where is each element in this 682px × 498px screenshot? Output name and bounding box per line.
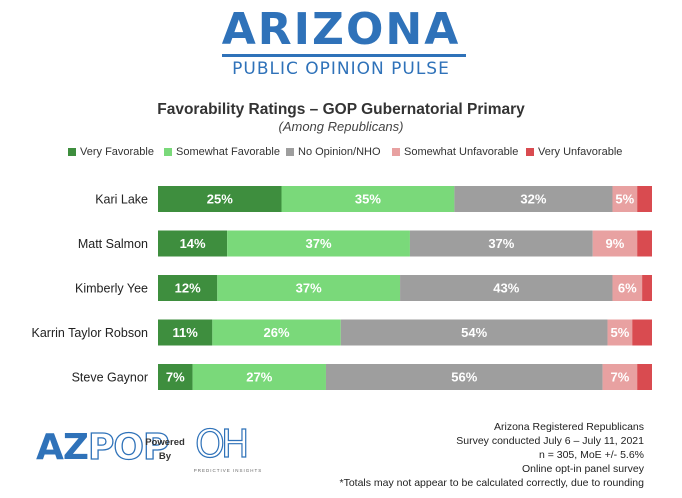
- data-label-no-opinion-nho-steve-gaynor: 56%: [451, 370, 477, 385]
- note-line: *Totals may not appear to be calculated …: [339, 477, 645, 489]
- legend-swatch-somewhat-favorable: [164, 148, 172, 156]
- oh-predictive-insights-logo: OH: [194, 422, 250, 466]
- bar-somewhat-unfavorable-karrin-taylor-robson: [607, 319, 633, 346]
- bar-somewhat-favorable-matt-salmon: [227, 230, 410, 257]
- bar-very-favorable-steve-gaynor: [158, 364, 193, 390]
- brand-subtitle: PUBLIC OPINION PULSE: [232, 59, 450, 79]
- legend-item-very-unfavorable: Very Unfavorable: [526, 146, 622, 158]
- legend-swatch-very-favorable: [68, 148, 76, 156]
- note-line: Arizona Registered Republicans: [494, 421, 644, 433]
- category-label-steve-gaynor: Steve Gaynor: [72, 371, 148, 385]
- legend-label: Somewhat Favorable: [176, 146, 280, 158]
- category-label-kimberly-yee: Kimberly Yee: [75, 282, 148, 296]
- data-label-somewhat-favorable-karrin-taylor-robson: 26%: [264, 325, 290, 340]
- data-label-very-favorable-kari-lake: 25%: [207, 192, 233, 207]
- bar-somewhat-unfavorable-kari-lake: [612, 186, 638, 212]
- data-label-somewhat-favorable-kimberly-yee: 37%: [296, 281, 322, 296]
- bar-very-favorable-kari-lake: [158, 186, 282, 212]
- note-line: Survey conducted July 6 – July 11, 2021: [456, 435, 644, 447]
- data-label-very-favorable-kimberly-yee: 12%: [175, 281, 201, 296]
- data-label-somewhat-favorable-steve-gaynor: 27%: [246, 370, 272, 385]
- category-label-kari-lake: Kari Lake: [95, 193, 148, 207]
- legend-label: No Opinion/NHO: [298, 146, 381, 158]
- bar-very-unfavorable-kimberly-yee: [642, 275, 652, 301]
- bar-very-unfavorable-steve-gaynor: [637, 364, 652, 390]
- azpop-logo: AZPOP: [36, 426, 170, 468]
- category-label-matt-salmon: Matt Salmon: [78, 237, 148, 251]
- bar-very-unfavorable-matt-salmon: [637, 230, 652, 257]
- bar-very-favorable-karrin-taylor-robson: [158, 319, 213, 346]
- legend-label: Very Favorable: [80, 146, 154, 158]
- category-label-karrin-taylor-robson: Karrin Taylor Robson: [32, 326, 149, 340]
- oh-logo-subtext: PREDICTIVE INSIGHTS: [193, 468, 263, 473]
- legend-label: Somewhat Unfavorable: [404, 146, 519, 158]
- chart-legend: Very Favorable Somewhat Favorable No Opi…: [0, 146, 682, 164]
- legend-item-no-opinion: No Opinion/NHO: [286, 146, 381, 158]
- data-label-very-favorable-matt-salmon: 14%: [180, 236, 206, 251]
- data-label-somewhat-favorable-matt-salmon: 37%: [306, 236, 332, 251]
- bar-somewhat-unfavorable-kimberly-yee: [612, 275, 643, 301]
- bar-very-favorable-kimberly-yee: [158, 275, 218, 301]
- legend-swatch-no-opinion: [286, 148, 294, 156]
- data-label-somewhat-unfavorable-steve-gaynor: 7%: [610, 370, 629, 385]
- data-label-very-favorable-steve-gaynor: 7%: [166, 370, 185, 385]
- bar-no-opinion-nho-kimberly-yee: [400, 275, 613, 301]
- data-label-somewhat-favorable-kari-lake: 35%: [355, 192, 381, 207]
- data-label-no-opinion-nho-kari-lake: 32%: [520, 192, 546, 207]
- chart-subtitle: (Among Republicans): [278, 119, 404, 134]
- data-label-no-opinion-nho-karrin-taylor-robson: 54%: [461, 325, 487, 340]
- legend-swatch-very-unfavorable: [526, 148, 534, 156]
- legend-item-very-favorable: Very Favorable: [68, 146, 154, 158]
- data-label-very-favorable-karrin-taylor-robson: 11%: [173, 325, 199, 340]
- legend-swatch-somewhat-unfavorable: [392, 148, 400, 156]
- bar-somewhat-favorable-karrin-taylor-robson: [212, 319, 341, 346]
- bar-somewhat-favorable-kimberly-yee: [217, 275, 401, 301]
- bar-somewhat-unfavorable-steve-gaynor: [602, 364, 638, 390]
- data-label-somewhat-unfavorable-kimberly-yee: 6%: [618, 281, 637, 296]
- legend-item-somewhat-unfavorable: Somewhat Unfavorable: [392, 146, 518, 158]
- bar-somewhat-favorable-kari-lake: [281, 186, 455, 212]
- data-label-no-opinion-nho-kimberly-yee: 43%: [493, 281, 519, 296]
- note-line: Online opt-in panel survey: [522, 463, 644, 475]
- legend-item-somewhat-favorable: Somewhat Favorable: [164, 146, 280, 158]
- chart-title: Favorability Ratings – GOP Gubernatorial…: [157, 101, 525, 118]
- bar-no-opinion-nho-karrin-taylor-robson: [340, 319, 608, 346]
- bar-very-favorable-matt-salmon: [158, 230, 228, 257]
- survey-notes: Arizona Registered Republicans Survey co…: [340, 420, 645, 490]
- bar-no-opinion-nho-steve-gaynor: [325, 364, 603, 390]
- brand-title: ARIZONA: [221, 4, 461, 55]
- data-label-somewhat-unfavorable-kari-lake: 5%: [615, 192, 634, 207]
- data-label-no-opinion-nho-matt-salmon: 37%: [488, 236, 514, 251]
- data-label-somewhat-unfavorable-karrin-taylor-robson: 5%: [610, 325, 629, 340]
- legend-label: Very Unfavorable: [538, 146, 623, 158]
- note-line: n = 305, MoE +/- 5.6%: [538, 449, 644, 461]
- bar-somewhat-unfavorable-matt-salmon: [592, 230, 638, 257]
- bar-no-opinion-nho-matt-salmon: [409, 230, 593, 257]
- bar-no-opinion-nho-kari-lake: [454, 186, 613, 212]
- stacked-bar-chart: Kari Lake 25% 35% 32% 5% Matt Salmon 14% 37% 37%…: [32, 186, 652, 390]
- bar-very-unfavorable-karrin-taylor-robson: [632, 319, 652, 346]
- bar-somewhat-favorable-steve-gaynor: [192, 364, 326, 390]
- powered-by-label: Powered By: [145, 437, 185, 462]
- footer-logos: AZPOP Powered By OH PREDICTIVE INSIGHTS: [30, 420, 290, 490]
- brand-divider: [222, 54, 466, 57]
- bar-very-unfavorable-kari-lake: [637, 186, 652, 212]
- data-label-somewhat-unfavorable-matt-salmon: 9%: [606, 236, 625, 251]
